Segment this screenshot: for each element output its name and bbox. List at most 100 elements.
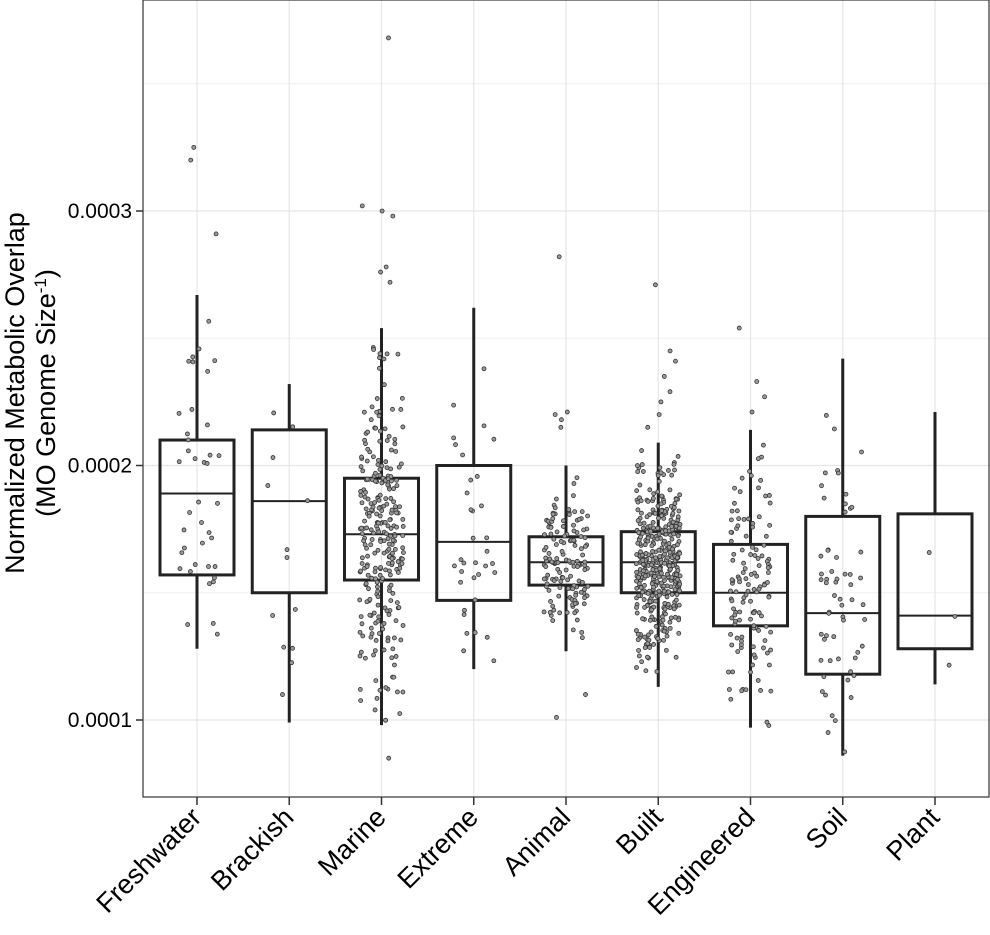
data-point xyxy=(659,508,665,514)
iqr-box xyxy=(712,542,789,628)
data-point xyxy=(451,435,457,441)
data-point xyxy=(824,633,829,639)
iqr-box xyxy=(896,512,974,651)
data-point xyxy=(634,488,640,494)
data-point xyxy=(292,607,298,612)
data-point xyxy=(759,553,765,559)
data-point xyxy=(562,533,568,539)
data-point xyxy=(579,635,585,641)
data-point xyxy=(396,605,402,610)
data-point xyxy=(550,603,556,609)
data-point xyxy=(636,653,642,659)
data-point xyxy=(670,510,676,516)
data-point xyxy=(766,662,772,668)
data-point xyxy=(670,546,675,552)
data-point xyxy=(823,413,829,418)
data-point xyxy=(377,513,383,519)
data-point xyxy=(565,577,571,583)
data-point xyxy=(570,559,576,565)
data-point xyxy=(851,673,857,678)
data-point xyxy=(378,539,384,544)
data-point xyxy=(582,567,588,573)
data-point xyxy=(212,358,218,364)
data-point xyxy=(452,563,457,569)
data-point xyxy=(398,407,404,412)
data-point xyxy=(396,464,402,470)
data-point xyxy=(674,592,680,597)
y-axis: 0.0001 0.0002 0.0003 xyxy=(68,200,143,732)
data-point xyxy=(400,516,406,522)
data-point xyxy=(373,638,379,643)
data-point xyxy=(819,571,824,577)
data-point xyxy=(767,500,773,506)
data-point xyxy=(635,637,641,643)
data-point xyxy=(676,630,682,636)
data-point xyxy=(479,503,484,509)
data-point xyxy=(395,570,401,575)
data-point xyxy=(645,591,651,596)
data-point xyxy=(765,565,771,571)
data-point xyxy=(565,586,571,591)
data-point xyxy=(756,586,762,592)
data-point xyxy=(361,538,367,544)
data-point xyxy=(560,518,566,524)
data-point xyxy=(764,719,770,725)
data-point xyxy=(761,645,766,651)
data-point xyxy=(743,576,749,582)
y-tick-label: 0.0002 xyxy=(68,455,132,478)
outlier-point xyxy=(556,254,562,260)
data-point xyxy=(728,529,734,535)
data-point xyxy=(669,524,675,529)
data-point xyxy=(662,538,667,544)
data-point xyxy=(290,645,295,651)
data-point xyxy=(185,622,191,627)
data-point xyxy=(758,477,764,483)
data-point xyxy=(400,533,406,539)
data-point xyxy=(654,536,660,542)
data-point xyxy=(212,564,218,569)
data-point xyxy=(491,436,497,442)
data-point xyxy=(635,469,641,475)
data-point xyxy=(362,542,368,548)
data-point xyxy=(361,409,367,415)
data-point xyxy=(750,644,756,650)
data-point xyxy=(675,568,681,573)
data-point xyxy=(834,576,840,582)
data-point xyxy=(766,570,771,575)
data-point xyxy=(726,687,732,692)
data-point xyxy=(756,514,762,520)
data-point xyxy=(635,631,641,637)
data-point xyxy=(645,535,651,541)
data-point xyxy=(855,649,861,655)
data-point xyxy=(745,582,751,587)
data-point xyxy=(379,463,385,469)
data-point xyxy=(640,568,646,574)
data-point xyxy=(372,478,378,484)
data-point xyxy=(832,426,837,432)
data-point xyxy=(756,563,762,569)
data-point xyxy=(661,583,667,589)
data-point xyxy=(570,627,576,633)
data-point xyxy=(739,547,745,553)
boxes-layer xyxy=(158,294,974,756)
data-point xyxy=(548,531,554,537)
data-point xyxy=(554,529,560,535)
data-point xyxy=(829,713,835,719)
data-point xyxy=(393,504,398,510)
data-point xyxy=(823,580,829,586)
data-point xyxy=(284,555,290,560)
data-point xyxy=(634,605,639,610)
data-point xyxy=(490,561,495,566)
data-point xyxy=(385,536,391,541)
data-point xyxy=(677,581,683,587)
data-point xyxy=(746,516,751,522)
data-point xyxy=(737,609,743,615)
data-point xyxy=(642,542,648,548)
data-point xyxy=(575,564,580,569)
data-point xyxy=(362,655,368,661)
data-point xyxy=(553,496,559,502)
data-point xyxy=(359,454,364,460)
data-point xyxy=(190,359,196,365)
data-point xyxy=(755,678,761,683)
data-point xyxy=(669,472,675,478)
